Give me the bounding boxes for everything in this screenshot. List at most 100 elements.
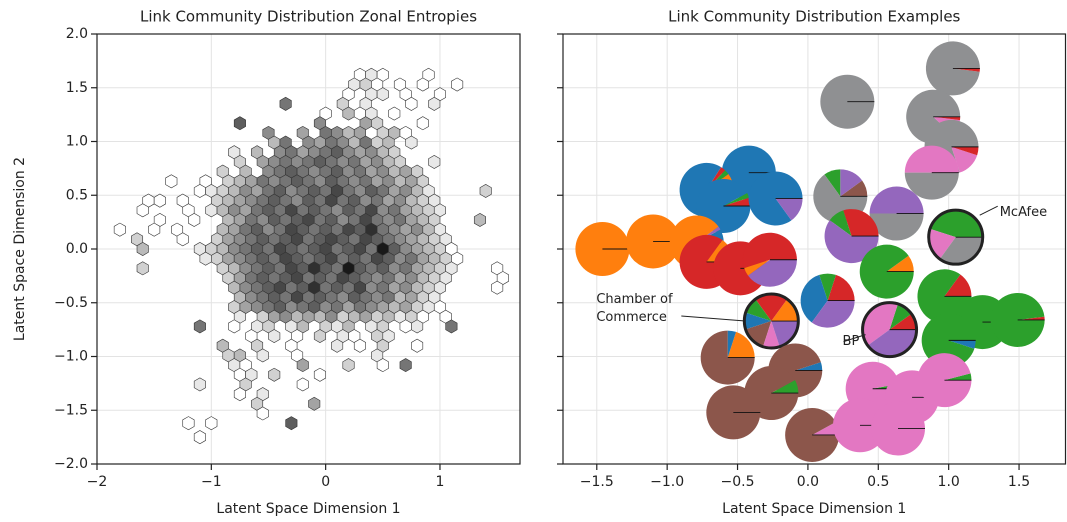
hex-bin	[416, 116, 429, 131]
hex-bin	[268, 329, 281, 344]
hex-bin	[411, 319, 424, 334]
pie	[742, 292, 800, 350]
pie	[871, 401, 925, 456]
pie	[925, 41, 980, 96]
x-tick-label: 1	[436, 474, 445, 490]
pie-slice	[840, 180, 868, 197]
pie	[917, 269, 972, 324]
hex-bin	[193, 319, 206, 334]
hex-bin	[399, 358, 412, 373]
pie-slice	[869, 213, 924, 241]
hex-bin	[308, 396, 321, 411]
pie	[861, 301, 919, 359]
pie-slice	[727, 330, 737, 358]
y-tick-label: 1.0	[66, 134, 88, 150]
pie-slice	[745, 299, 772, 322]
pie-slice	[904, 145, 959, 173]
x-tick-label: −1.0	[650, 474, 684, 490]
pie-slice	[952, 68, 980, 72]
pie-slice	[742, 232, 797, 269]
hex-bin	[491, 280, 504, 295]
hex-bin	[285, 416, 298, 431]
pie-slice	[862, 302, 898, 346]
pie-slice	[748, 259, 797, 287]
x-tick-label: 1.5	[1008, 474, 1030, 490]
hex-bin	[182, 416, 195, 431]
hex-bin	[296, 377, 309, 392]
pie	[824, 209, 879, 264]
pie-slice	[771, 380, 799, 394]
hex-bin	[405, 96, 418, 111]
pie	[917, 353, 972, 408]
hex-bin	[342, 358, 355, 373]
highlight-ring	[861, 301, 919, 359]
pie-slice	[933, 116, 961, 121]
pie-slice	[744, 259, 770, 276]
pie-slice	[869, 186, 924, 214]
x-tick-label: 0	[321, 474, 330, 490]
x-tick-label: −1	[201, 474, 222, 490]
hex-bin	[153, 193, 166, 208]
hex-bin	[148, 222, 161, 237]
pie	[706, 385, 761, 440]
pie-slice	[824, 220, 879, 264]
hex-bin	[228, 319, 241, 334]
hex-bin	[188, 213, 201, 227]
pie-slice	[948, 340, 976, 349]
pie-slice	[775, 198, 803, 221]
hex-bin	[428, 154, 441, 169]
pie	[869, 186, 924, 241]
hex-bin	[193, 377, 206, 392]
hex-bin	[233, 387, 246, 402]
pie-slice	[990, 292, 1045, 347]
x-tick-label: 1.0	[938, 474, 960, 490]
pie	[575, 222, 630, 276]
hex-bin	[136, 203, 149, 218]
y-tick-label: 1.5	[66, 80, 88, 96]
annotation-line	[681, 315, 746, 322]
pie-slice	[812, 421, 840, 435]
hex-bin	[479, 184, 492, 198]
pie-slice	[944, 274, 972, 297]
hex-bin	[353, 338, 366, 353]
pie-slice	[744, 312, 772, 330]
pie-slice	[800, 274, 828, 323]
hex-bin	[388, 106, 401, 121]
pie-slice	[944, 373, 972, 381]
pie-slice	[824, 169, 841, 197]
pie-slice	[886, 255, 914, 272]
y-tick-label: 2.0	[66, 26, 88, 42]
pie	[742, 232, 797, 287]
pie-slice	[755, 294, 788, 322]
highlight-ring	[927, 208, 985, 266]
x-axis-label: Latent Space Dimension 1	[722, 501, 906, 517]
hex-bin	[376, 87, 389, 102]
pie	[800, 273, 855, 328]
hex-bin	[136, 242, 149, 256]
annotation: BP	[842, 333, 860, 349]
pie	[990, 292, 1045, 347]
pie-slice	[819, 273, 836, 301]
pie-slice	[928, 228, 956, 260]
hex-bin	[233, 116, 246, 131]
pie-slice	[723, 192, 750, 206]
hex-bin	[205, 203, 218, 218]
hexes	[113, 67, 509, 445]
pie	[921, 313, 976, 368]
hex-bin	[376, 358, 389, 373]
hex-bin	[405, 135, 418, 150]
pie-slice	[904, 172, 959, 200]
pie-slice	[843, 209, 879, 237]
hex-bin	[176, 232, 189, 247]
y-tick-label: −1.0	[54, 349, 88, 365]
annotation-line	[979, 205, 998, 216]
hex-bin	[193, 430, 206, 445]
x-axis-label: Latent Space Dimension 1	[216, 501, 400, 517]
pie	[904, 145, 959, 200]
hex-bin	[193, 184, 206, 198]
pie	[785, 407, 840, 462]
pie-slice	[745, 321, 772, 347]
annotation: Chamber of Commerce	[596, 292, 673, 326]
